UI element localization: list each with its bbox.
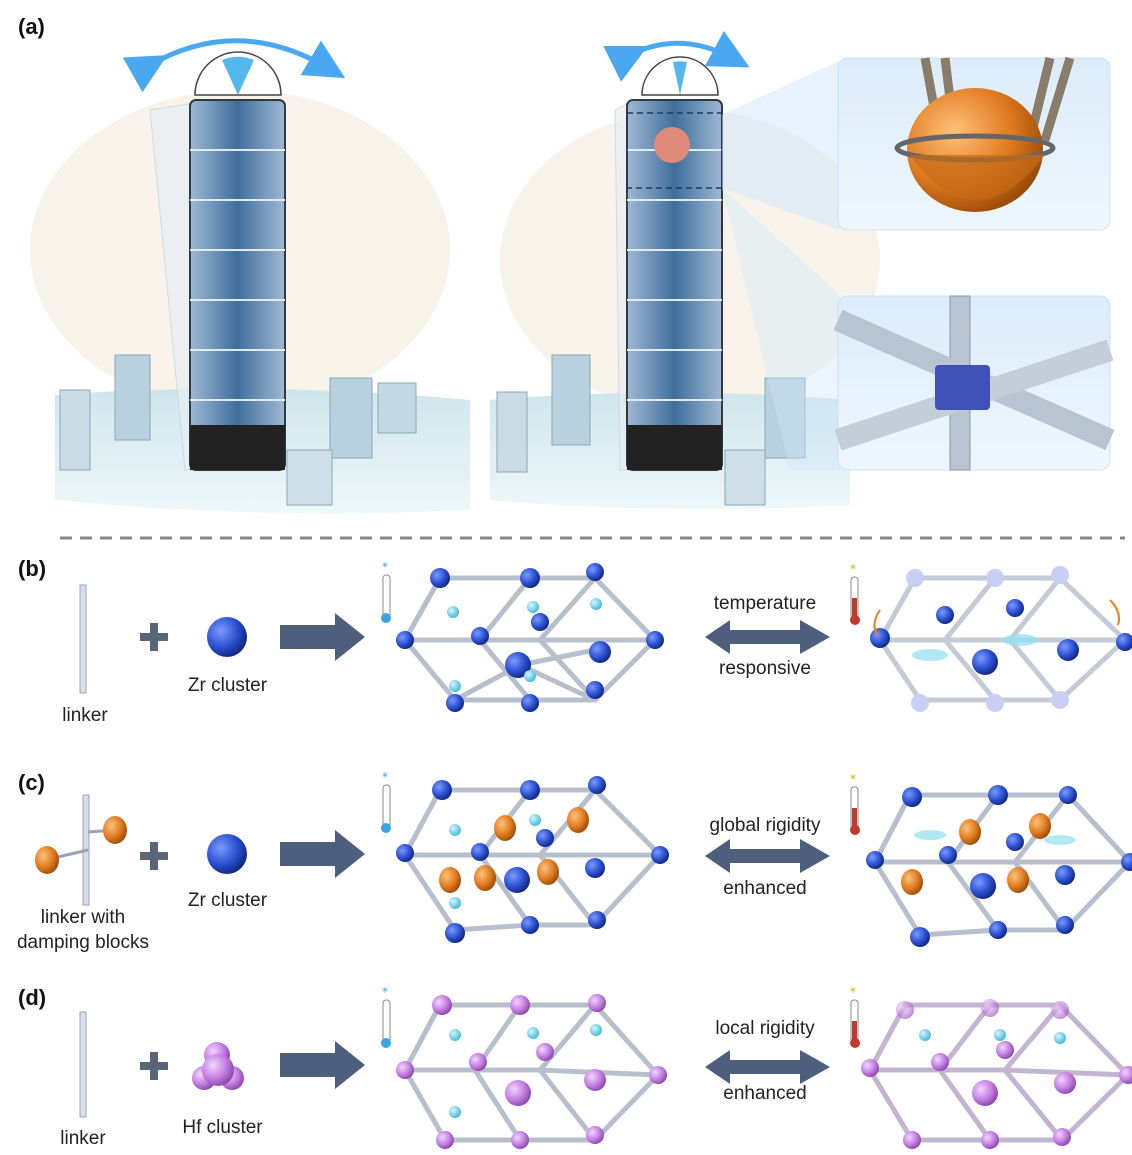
b-arrow-top-label: temperature [713, 593, 817, 614]
panel-b-label: (b) [18, 556, 47, 581]
svg-text:*: * [382, 770, 388, 784]
svg-text:*: * [382, 985, 388, 999]
d-linker-label: linker [60, 1128, 106, 1149]
c-cluster-label: Zr cluster [187, 890, 268, 911]
svg-text:*: * [850, 985, 856, 999]
d-arrow-bottom-label: enhanced [723, 1083, 807, 1104]
b-arrow-bottom-label: responsive [719, 658, 811, 679]
panel-c-illustration: * [35, 770, 1132, 947]
svg-text:*: * [850, 562, 856, 576]
c-linker-label-line1: linker with [40, 907, 126, 928]
panel-d-label: (d) [18, 985, 47, 1010]
svg-text:*: * [382, 560, 388, 574]
b-linker-label: linker [62, 705, 108, 726]
panel-a-label: (a) [18, 14, 45, 39]
c-linker-label-line2: damping blocks [16, 932, 150, 953]
svg-text:*: * [850, 772, 856, 786]
panel-d-illustration: * * [79, 985, 1132, 1149]
panel-c-label: (c) [18, 770, 45, 795]
c-arrow-top-label: global rigidity [709, 815, 821, 836]
panel-b-illustration: * [79, 560, 1132, 712]
c-arrow-bottom-label: enhanced [723, 878, 807, 899]
panel-a-illustration [30, 30, 1115, 514]
d-cluster-label: Hf cluster [182, 1117, 263, 1138]
b-cluster-label: Zr cluster [187, 675, 268, 696]
d-arrow-top-label: local rigidity [715, 1018, 815, 1039]
